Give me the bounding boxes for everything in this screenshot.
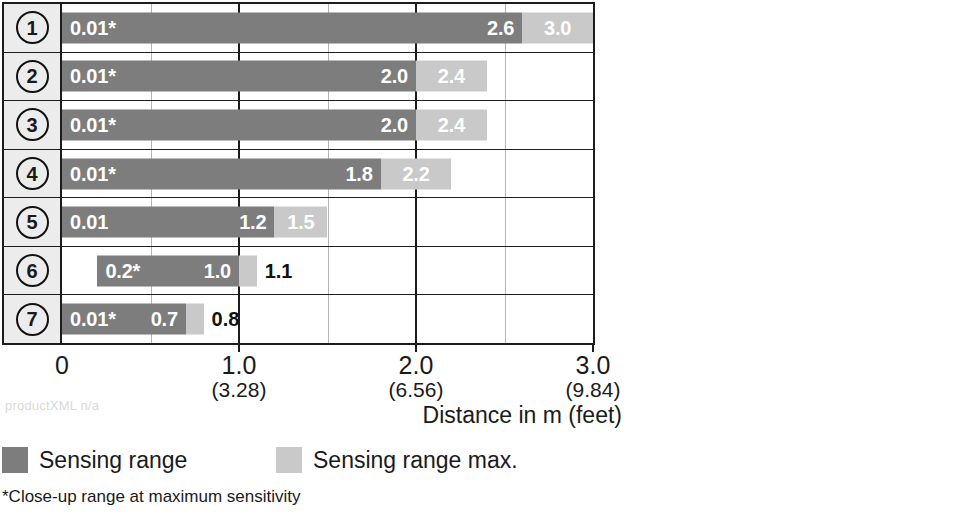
sensing-range-bar: 0.01* 2.0 bbox=[62, 109, 416, 140]
sensing-range-bar: 0.01* 0.7 bbox=[62, 304, 186, 335]
bar-end-value: 1.0 bbox=[204, 259, 231, 282]
table-row: 1 0.01* 2.6 3.0 bbox=[4, 4, 593, 52]
sensing-range-max-bar: 3.0 bbox=[522, 12, 593, 43]
table-row: 5 0.01 1.2 1.5 bbox=[4, 197, 593, 246]
sensing-range-max-bar bbox=[186, 304, 204, 335]
chart-rows: 1 0.01* 2.6 3.0 2 0.01* 2.0 2.4 3 0.01* 2.0 2.4 4 0.0… bbox=[4, 4, 593, 343]
table-row: 7 0.01* 0.7 0.8 bbox=[4, 294, 593, 343]
max-range-value: 2.4 bbox=[438, 65, 465, 88]
axis-tick-label: 3.0(9.84) bbox=[566, 352, 621, 402]
max-range-value: 1.5 bbox=[287, 211, 314, 234]
sensing-range-max-bar: 2.4 bbox=[416, 109, 487, 140]
sensing-range-chart-page: 1 0.01* 2.6 3.0 2 0.01* 2.0 2.4 3 0.01* 2.0 2.4 4 0.0… bbox=[0, 0, 970, 520]
row-label-cell: 5 bbox=[4, 198, 62, 246]
table-row: 3 0.01* 2.0 2.4 bbox=[4, 100, 593, 149]
circled-number-label: 6 bbox=[16, 254, 49, 287]
max-range-value: 2.4 bbox=[438, 113, 465, 136]
circled-number-label: 5 bbox=[16, 206, 49, 239]
bar-end-value: 0.7 bbox=[151, 308, 178, 331]
sensing-range-bar: 0.01* 2.0 bbox=[62, 61, 416, 92]
footnote-text: *Close-up range at maximum sensitivity bbox=[2, 487, 301, 507]
legend-item: Sensing range bbox=[2, 446, 187, 474]
tick-feet-value: (9.84) bbox=[566, 379, 621, 402]
bar-start-value: 0.01* bbox=[70, 113, 116, 136]
x-axis-title: Distance in m (feet) bbox=[423, 402, 622, 429]
tick-feet-value: (6.56) bbox=[389, 379, 444, 402]
row-label-cell: 1 bbox=[4, 4, 62, 52]
x-axis: 01.0(3.28)2.0(6.56)3.0(9.84) bbox=[62, 345, 593, 407]
bar-start-value: 0.01 bbox=[70, 211, 108, 234]
row-plot-cell: 0.01* 1.8 2.2 bbox=[62, 150, 593, 198]
axis-tick-label: 2.0(6.56) bbox=[389, 352, 444, 402]
circled-number-label: 3 bbox=[16, 108, 49, 141]
circled-number-label: 4 bbox=[16, 157, 49, 190]
bar-end-value: 1.8 bbox=[345, 162, 372, 185]
row-plot-cell: 0.01* 2.0 2.4 bbox=[62, 53, 593, 101]
tick-meters-value: 2.0 bbox=[389, 352, 444, 379]
legend-color-swatch bbox=[276, 447, 302, 473]
bar-end-value: 2.6 bbox=[487, 16, 514, 39]
axis-tick-label: 0 bbox=[55, 352, 69, 379]
bar-start-value: 0.01* bbox=[70, 162, 116, 185]
sensing-range-bar: 0.2* 1.0 bbox=[97, 255, 239, 286]
max-range-value-outside: 0.8 bbox=[204, 308, 240, 331]
row-label-cell: 2 bbox=[4, 53, 62, 101]
sensing-range-max-bar: 2.2 bbox=[381, 158, 452, 189]
bar-end-value: 1.2 bbox=[239, 211, 266, 234]
max-range-value-outside: 1.1 bbox=[257, 259, 293, 282]
sensing-range-max-bar: 1.5 bbox=[274, 207, 327, 238]
sensing-range-bar: 0.01 1.2 bbox=[62, 207, 274, 238]
row-plot-cell: 0.01 1.2 1.5 bbox=[62, 198, 593, 246]
max-range-value: 3.0 bbox=[544, 16, 571, 39]
legend-label: Sensing range bbox=[39, 447, 187, 474]
bar-start-value: 0.2* bbox=[105, 259, 140, 282]
row-label-cell: 4 bbox=[4, 150, 62, 198]
sensing-range-bar-chart: 1 0.01* 2.6 3.0 2 0.01* 2.0 2.4 3 0.01* 2.0 2.4 4 0.0… bbox=[2, 2, 595, 345]
row-plot-cell: 0.2* 1.0 1.1 bbox=[62, 247, 593, 295]
tick-meters-value: 0 bbox=[55, 352, 69, 379]
bar-start-value: 0.01* bbox=[70, 65, 116, 88]
row-label-cell: 6 bbox=[4, 247, 62, 295]
row-plot-cell: 0.01* 2.0 2.4 bbox=[62, 101, 593, 149]
legend-item: Sensing range max. bbox=[276, 446, 518, 474]
watermark-text: productXML n/a bbox=[5, 398, 99, 413]
bar-end-value: 2.0 bbox=[381, 65, 408, 88]
circled-number-label: 7 bbox=[16, 303, 49, 336]
sensing-range-bar: 0.01* 1.8 bbox=[62, 158, 381, 189]
tick-meters-value: 1.0 bbox=[212, 352, 267, 379]
sensing-range-max-bar: 2.4 bbox=[416, 61, 487, 92]
row-plot-cell: 0.01* 2.6 3.0 bbox=[62, 4, 593, 52]
circled-number-label: 2 bbox=[16, 60, 49, 93]
bar-start-value: 0.01* bbox=[70, 16, 116, 39]
max-range-value: 2.2 bbox=[402, 162, 429, 185]
row-label-cell: 3 bbox=[4, 101, 62, 149]
table-row: 2 0.01* 2.0 2.4 bbox=[4, 52, 593, 101]
sensing-range-max-bar bbox=[239, 255, 257, 286]
legend-label: Sensing range max. bbox=[313, 447, 518, 474]
row-plot-cell: 0.01* 0.7 0.8 bbox=[62, 295, 593, 343]
legend-color-swatch bbox=[2, 447, 28, 473]
tick-feet-value: (3.28) bbox=[212, 379, 267, 402]
table-row: 6 0.2* 1.0 1.1 bbox=[4, 246, 593, 295]
axis-tick-label: 1.0(3.28) bbox=[212, 352, 267, 402]
row-label-cell: 7 bbox=[4, 295, 62, 343]
bar-end-value: 2.0 bbox=[381, 113, 408, 136]
circled-number-label: 1 bbox=[16, 11, 49, 44]
tick-meters-value: 3.0 bbox=[566, 352, 621, 379]
sensing-range-bar: 0.01* 2.6 bbox=[62, 12, 522, 43]
bar-start-value: 0.01* bbox=[70, 308, 116, 331]
table-row: 4 0.01* 1.8 2.2 bbox=[4, 149, 593, 198]
